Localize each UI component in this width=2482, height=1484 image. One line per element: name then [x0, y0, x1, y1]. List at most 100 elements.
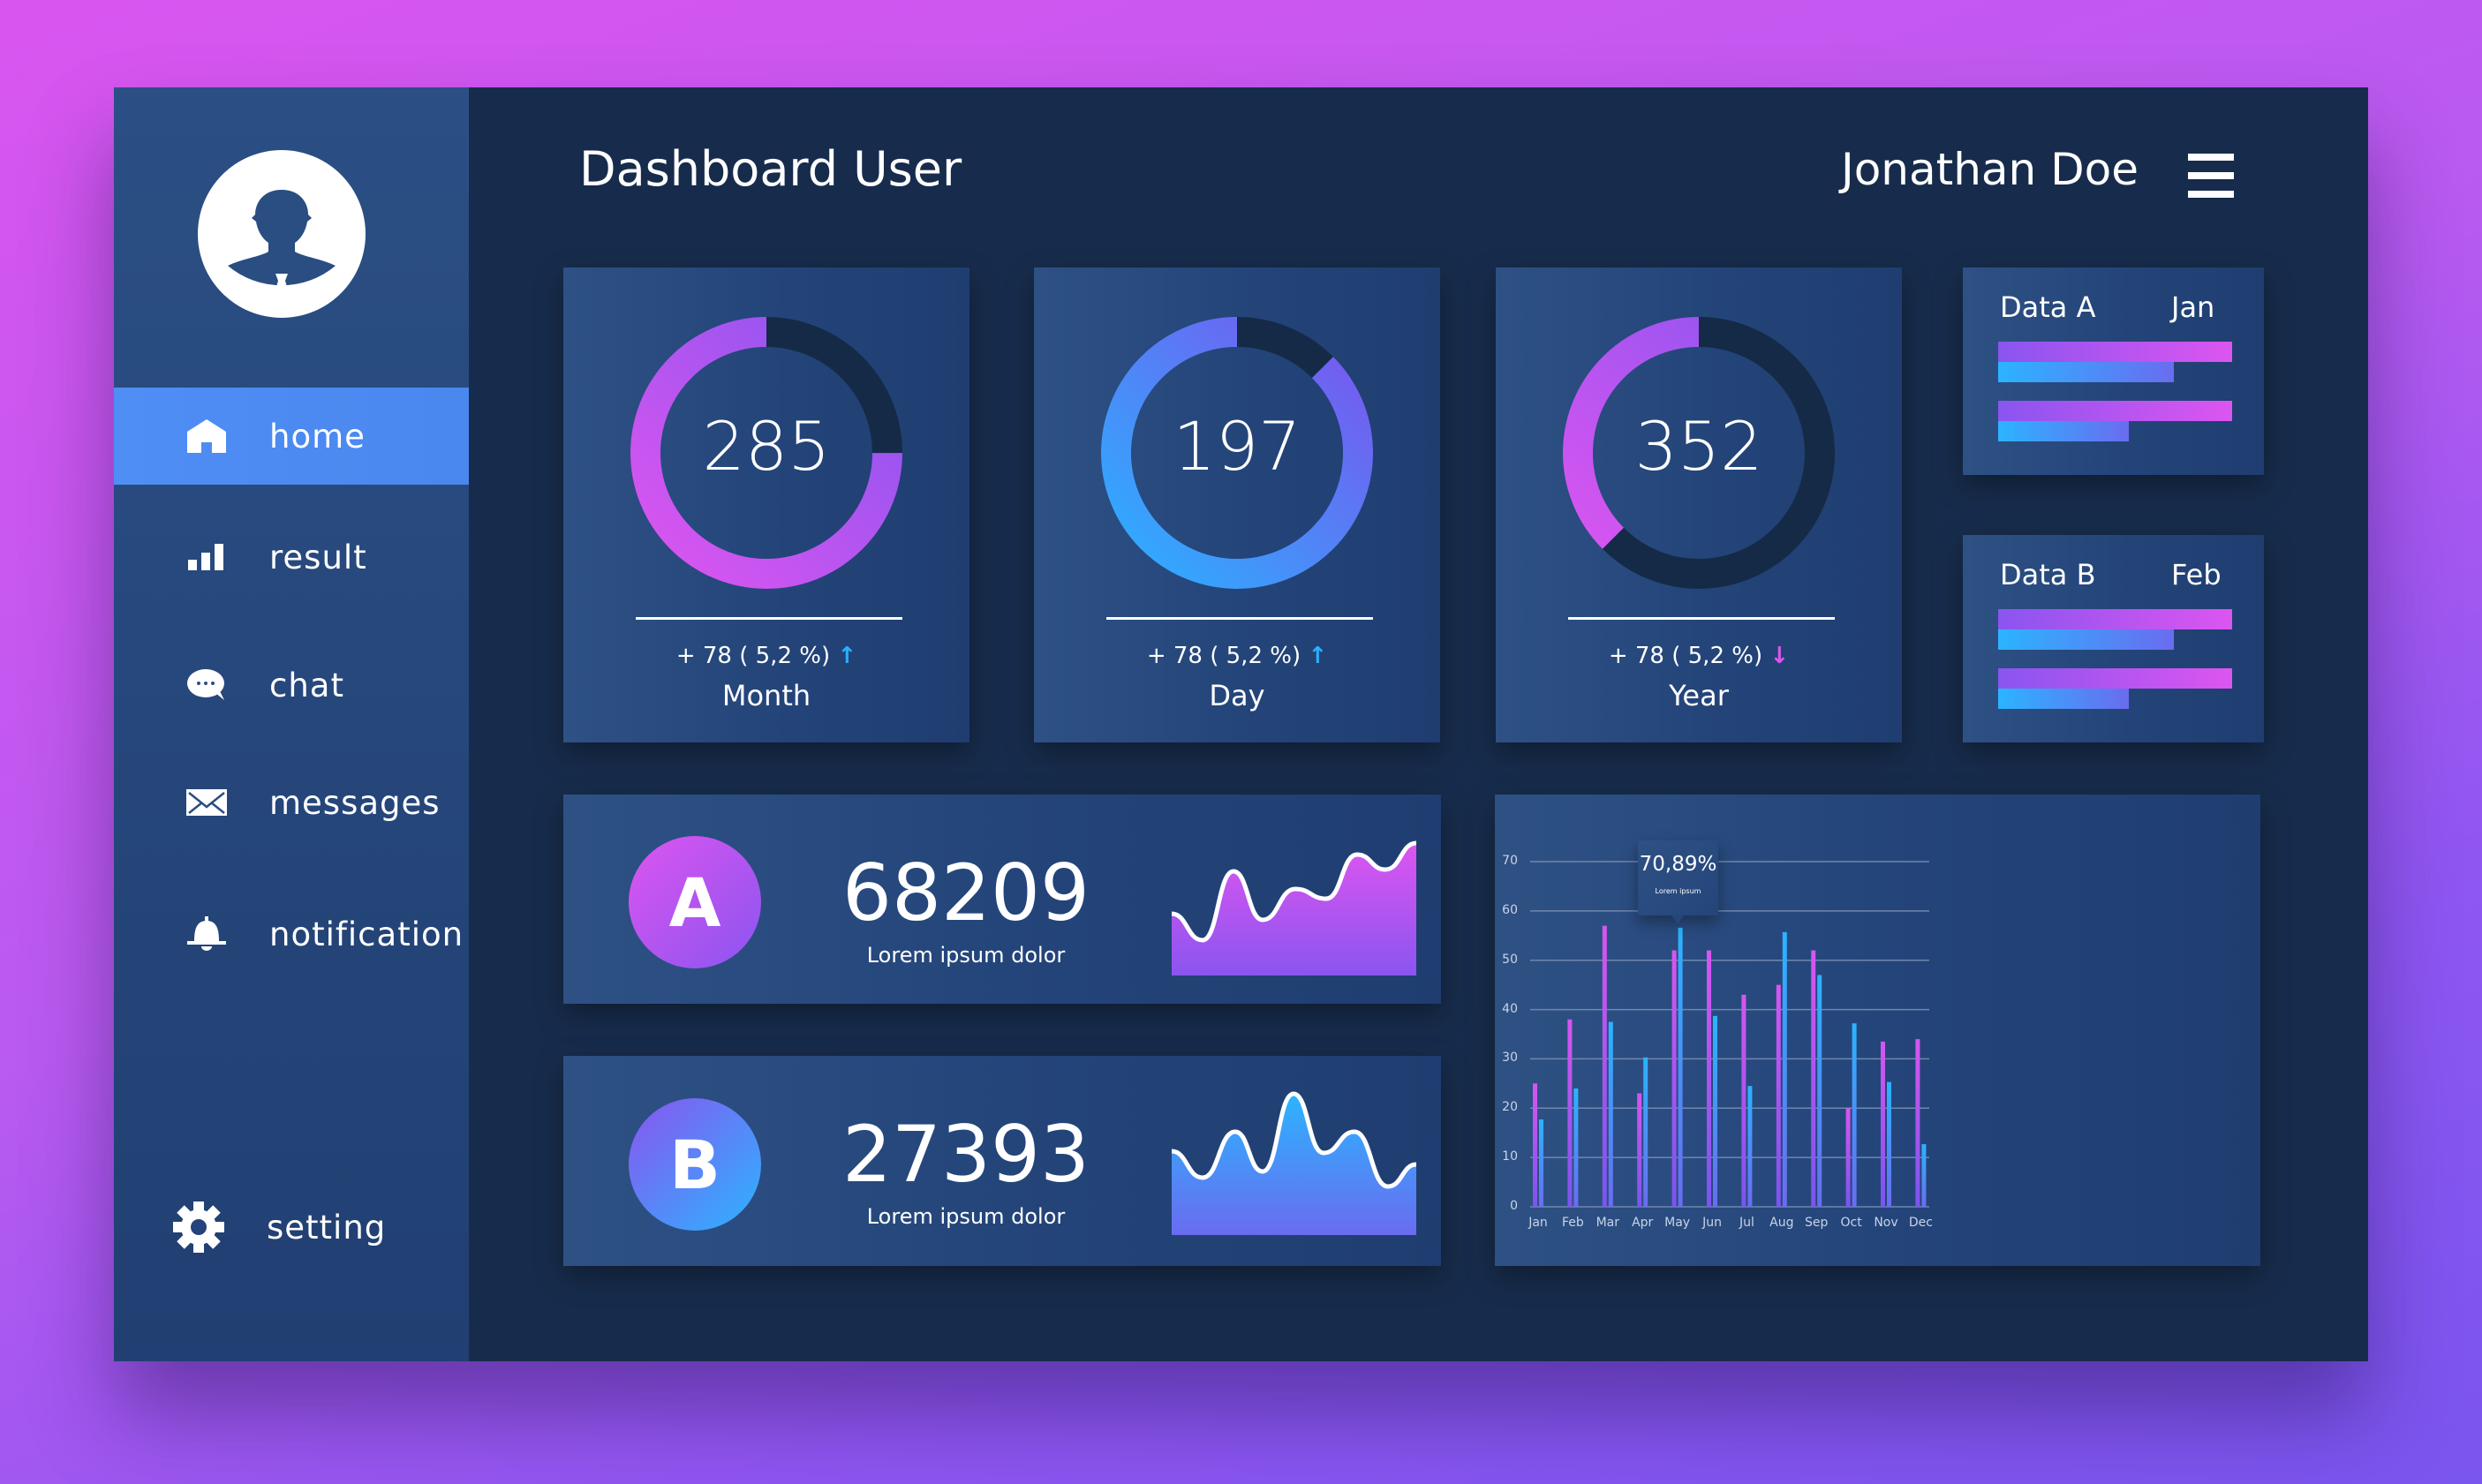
y-tick-label: 0 [1510, 1199, 1518, 1213]
tooltip-value: 70,89% [1639, 853, 1717, 876]
donut-chart [1563, 317, 1835, 589]
stat-delta: + 78 ( 5,2 %) ↑ [563, 643, 969, 669]
y-tick-label: 40 [1502, 1001, 1518, 1016]
data-card-data-b: Data B Feb [1963, 535, 2264, 742]
gear-icon [172, 1201, 225, 1254]
bar-chart [1530, 861, 1929, 1208]
tooltip-pointer [1671, 915, 1684, 924]
bar-feb-series-1[interactable] [1567, 1019, 1573, 1207]
x-tick-label: Jan [1528, 1216, 1548, 1230]
bar-aug-series-1[interactable] [1776, 984, 1781, 1207]
user-name[interactable]: Jonathan Doe [1840, 144, 2139, 195]
bar-feb-series-2[interactable] [1573, 1088, 1579, 1207]
metric-card-b: B 27393 Lorem ipsum dolor [563, 1056, 1441, 1266]
bar-mar-series-2[interactable] [1608, 1021, 1613, 1207]
stat-period: Month [721, 679, 811, 712]
x-tick-label: Sep [1804, 1216, 1829, 1230]
bar-jun-series-1[interactable] [1707, 950, 1711, 1207]
stat-period: Day [1209, 679, 1265, 712]
stat-delta: + 78 ( 5,2 %) ↓ [1496, 643, 1902, 669]
stat-value: 352 [1634, 407, 1763, 486]
stat-card-month: 285 + 78 ( 5,2 %) ↑ Month [563, 267, 969, 742]
stat-value: 197 [1173, 407, 1301, 486]
bar-sep-series-2[interactable] [1817, 975, 1822, 1207]
sidebar-item-label: home [269, 417, 366, 456]
sidebar-item-label: messages [269, 783, 441, 822]
bar-nov-series-1[interactable] [1881, 1041, 1885, 1207]
bar-oct-series-1[interactable] [1845, 1108, 1851, 1207]
stat-card-day: 197 + 78 ( 5,2 %) ↑ Day [1034, 267, 1440, 742]
x-tick-label: Mar [1596, 1216, 1619, 1230]
divider [636, 617, 902, 620]
sidebar-item-label: notification [269, 915, 464, 953]
stat-delta-text: + 78 ( 5,2 %) [675, 643, 831, 669]
bar-oct-series-2[interactable] [1852, 1023, 1857, 1207]
sidebar-item-label: result [269, 538, 367, 576]
bar-primary [1998, 668, 2232, 689]
x-tick-label: Jun [1702, 1216, 1722, 1230]
x-tick-label: Jul [1739, 1216, 1754, 1230]
chart-tooltip: 70,89% Lorem ipsum [1638, 840, 1718, 924]
sidebar-item-chat[interactable]: chat [114, 637, 469, 734]
bell-icon [185, 912, 229, 956]
donut-fill [1563, 317, 1835, 589]
arrow-up-icon: ↑ [837, 643, 857, 669]
sparkline-b [1172, 1091, 1417, 1235]
bar-dec-series-2[interactable] [1921, 1144, 1927, 1207]
data-card-month: Feb [2171, 558, 2222, 591]
sidebar-item-label: setting [267, 1208, 387, 1247]
metric-value: 27393 [842, 1109, 1090, 1200]
x-tick-label: Oct [1840, 1216, 1862, 1230]
x-tick-label: Dec [1908, 1216, 1933, 1230]
bar-chart-card: 70,89% Lorem ipsum 0 10 20 30 40 50 60 70 Jan Feb… [1495, 795, 2260, 1266]
page-title: Dashboard User [579, 141, 962, 197]
stat-delta-text: + 78 ( 5,2 %) [1146, 643, 1301, 669]
bar-primary [1998, 609, 2232, 629]
bar-jul-series-2[interactable] [1747, 1086, 1753, 1207]
bar-aug-series-2[interactable] [1782, 931, 1787, 1207]
hamburger-icon[interactable] [2188, 154, 2234, 198]
stat-card-year: 352 + 78 ( 5,2 %) ↓ Year [1496, 267, 1902, 742]
bar-dec-series-1[interactable] [1915, 1039, 1920, 1207]
data-card-month: Jan [2171, 290, 2215, 324]
user-avatar-icon[interactable] [198, 150, 366, 318]
sidebar-item-label: chat [269, 666, 344, 704]
y-tick-label: 20 [1502, 1100, 1518, 1115]
arrow-down-icon: ↓ [1769, 643, 1790, 669]
sidebar-item-result[interactable]: result [114, 508, 469, 606]
y-tick-label: 30 [1502, 1051, 1518, 1066]
home-icon [185, 414, 229, 458]
x-tick-label: Apr [1632, 1216, 1654, 1230]
stat-period: Year [1669, 679, 1729, 712]
bar-apr-series-2[interactable] [1643, 1057, 1648, 1207]
sidebar-item-notification[interactable]: notification [114, 885, 469, 983]
bar-may-series-1[interactable] [1671, 950, 1677, 1207]
bar-jun-series-2[interactable] [1713, 1015, 1717, 1207]
tooltip-caption: Lorem ipsum [1655, 887, 1701, 895]
stat-delta: + 78 ( 5,2 %) ↑ [1034, 643, 1440, 669]
divider [1568, 617, 1835, 620]
bar-apr-series-1[interactable] [1637, 1093, 1642, 1207]
bar-chart-icon [185, 535, 229, 579]
bar-jul-series-1[interactable] [1741, 994, 1746, 1207]
bar-mar-series-1[interactable] [1602, 925, 1607, 1207]
sidebar-item-setting[interactable]: setting [114, 1179, 469, 1276]
donut-chart [630, 317, 902, 589]
bar-may-series-2[interactable] [1678, 927, 1683, 1207]
bar-nov-series-2[interactable] [1887, 1081, 1891, 1207]
sidebar-item-home[interactable]: home [114, 388, 469, 485]
y-tick-label: 10 [1502, 1149, 1518, 1164]
bar-secondary [1998, 689, 2130, 709]
x-tick-label: Aug [1769, 1216, 1794, 1230]
bar-jan-series-2[interactable] [1539, 1119, 1543, 1207]
y-tick-label: 50 [1502, 952, 1518, 967]
stat-delta-text: + 78 ( 5,2 %) [1608, 643, 1763, 669]
bar-sep-series-1[interactable] [1811, 950, 1816, 1207]
metric-caption: Lorem ipsum dolor [866, 1204, 1066, 1229]
y-tick-label: 60 [1502, 902, 1518, 917]
sparkline-a [1172, 840, 1417, 976]
data-card-label: Data A [2000, 290, 2096, 324]
divider [1106, 617, 1373, 620]
sidebar-item-messages[interactable]: messages [114, 754, 469, 851]
bar-jan-series-1[interactable] [1533, 1083, 1537, 1207]
